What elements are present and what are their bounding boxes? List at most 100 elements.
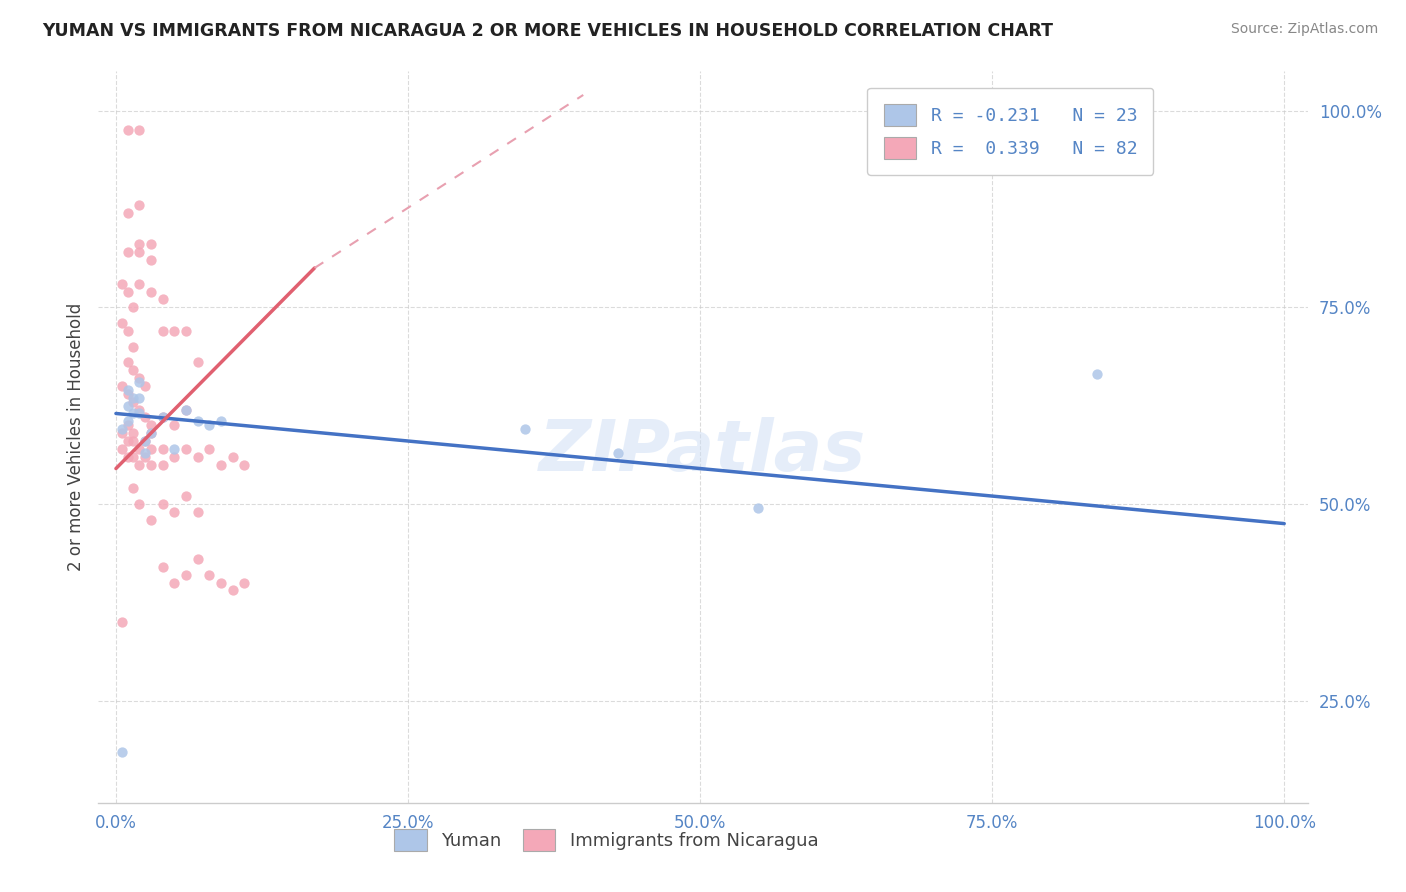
Point: [174, 324, 197, 338]
Point: [198, 442, 221, 456]
Point: [139, 426, 162, 441]
Point: [152, 442, 174, 456]
Point: [117, 324, 139, 338]
Point: [128, 198, 150, 212]
Text: Source: ZipAtlas.com: Source: ZipAtlas.com: [1230, 22, 1378, 37]
Point: [134, 434, 156, 448]
Point: [187, 414, 209, 428]
Point: [134, 410, 156, 425]
Point: [128, 237, 150, 252]
Point: [111, 422, 134, 436]
Point: [111, 316, 134, 330]
Point: [128, 245, 150, 260]
Point: [139, 513, 162, 527]
Point: [122, 481, 145, 495]
Point: [139, 418, 162, 433]
Point: [163, 505, 186, 519]
Point: [122, 340, 145, 354]
Point: [152, 293, 174, 307]
Point: [187, 450, 209, 464]
Point: [117, 387, 139, 401]
Point: [139, 426, 162, 441]
Y-axis label: 2 or more Vehicles in Household: 2 or more Vehicles in Household: [66, 303, 84, 571]
Point: [122, 394, 145, 409]
Point: [209, 414, 232, 428]
Point: [747, 500, 769, 515]
Point: [117, 399, 139, 413]
Point: [163, 418, 186, 433]
Point: [139, 237, 162, 252]
Point: [111, 615, 134, 629]
Point: [152, 410, 174, 425]
Point: [198, 418, 221, 433]
Point: [134, 450, 156, 464]
Point: [513, 422, 536, 436]
Point: [111, 426, 134, 441]
Point: [128, 277, 150, 291]
Point: [117, 123, 139, 137]
Point: [222, 583, 245, 598]
Point: [134, 446, 156, 460]
Point: [128, 458, 150, 472]
Point: [152, 559, 174, 574]
Point: [152, 497, 174, 511]
Point: [122, 426, 145, 441]
Point: [187, 552, 209, 566]
Point: [139, 253, 162, 268]
Point: [187, 355, 209, 369]
Point: [111, 379, 134, 393]
Point: [139, 458, 162, 472]
Point: [174, 489, 197, 503]
Legend: Yuman, Immigrants from Nicaragua: Yuman, Immigrants from Nicaragua: [385, 820, 828, 860]
Point: [122, 363, 145, 377]
Point: [134, 379, 156, 393]
Point: [128, 391, 150, 405]
Point: [128, 402, 150, 417]
Point: [1085, 367, 1108, 381]
Point: [233, 458, 256, 472]
Point: [117, 355, 139, 369]
Point: [607, 446, 630, 460]
Point: [139, 285, 162, 299]
Point: [117, 206, 139, 220]
Point: [128, 442, 150, 456]
Point: [117, 450, 139, 464]
Point: [163, 442, 186, 456]
Point: [139, 442, 162, 456]
Point: [122, 301, 145, 315]
Point: [128, 407, 150, 421]
Point: [163, 450, 186, 464]
Point: [174, 442, 197, 456]
Point: [117, 383, 139, 397]
Point: [128, 123, 150, 137]
Point: [117, 418, 139, 433]
Point: [122, 434, 145, 448]
Point: [117, 245, 139, 260]
Point: [233, 575, 256, 590]
Point: [117, 434, 139, 448]
Point: [209, 458, 232, 472]
Point: [111, 442, 134, 456]
Text: ZIPatlas: ZIPatlas: [540, 417, 866, 486]
Point: [128, 375, 150, 389]
Point: [174, 402, 197, 417]
Point: [122, 391, 145, 405]
Point: [174, 402, 197, 417]
Point: [222, 450, 245, 464]
Point: [163, 324, 186, 338]
Point: [117, 285, 139, 299]
Point: [152, 324, 174, 338]
Point: [174, 567, 197, 582]
Point: [117, 414, 139, 428]
Point: [128, 497, 150, 511]
Point: [122, 450, 145, 464]
Text: YUMAN VS IMMIGRANTS FROM NICARAGUA 2 OR MORE VEHICLES IN HOUSEHOLD CORRELATION C: YUMAN VS IMMIGRANTS FROM NICARAGUA 2 OR …: [42, 22, 1053, 40]
Point: [134, 434, 156, 448]
Point: [209, 575, 232, 590]
Point: [111, 745, 134, 759]
Point: [122, 407, 145, 421]
Point: [111, 277, 134, 291]
Point: [198, 567, 221, 582]
Point: [163, 575, 186, 590]
Point: [128, 371, 150, 385]
